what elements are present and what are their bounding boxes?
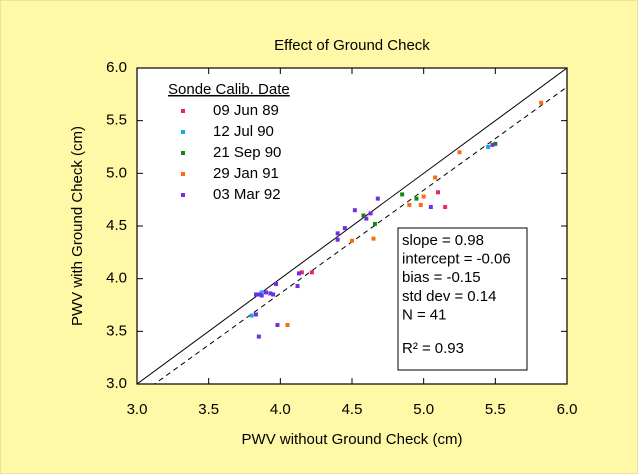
one-to-one-line xyxy=(137,68,567,384)
point xyxy=(436,190,440,195)
x-tick-label: 4.5 xyxy=(342,401,363,418)
stat-label: bias = xyxy=(402,269,443,286)
point xyxy=(285,323,290,328)
point xyxy=(335,237,340,242)
point xyxy=(256,334,261,339)
point xyxy=(428,205,433,210)
point xyxy=(259,290,264,295)
point xyxy=(352,208,357,213)
point xyxy=(414,196,419,201)
stat-value: 0.14 xyxy=(467,288,496,305)
legend-marker xyxy=(181,193,185,197)
stat-label: slope = xyxy=(402,232,451,249)
point xyxy=(493,141,498,146)
y-tick-label: 5.0 xyxy=(106,164,127,181)
point xyxy=(296,271,301,276)
point xyxy=(490,142,495,147)
x-tick-label: 6.0 xyxy=(557,401,578,418)
point xyxy=(249,313,254,318)
point xyxy=(539,100,544,105)
point xyxy=(299,270,304,275)
stat-value: -0.06 xyxy=(476,251,510,268)
stats-box xyxy=(397,227,528,371)
point xyxy=(259,293,264,298)
legend-label: 29 Jan 91 xyxy=(213,165,279,182)
point xyxy=(372,221,377,226)
point xyxy=(371,236,376,241)
point xyxy=(253,312,258,317)
legend-marker xyxy=(181,151,185,155)
x-tick-label: 5.5 xyxy=(485,401,506,418)
x-tick-label: 3.0 xyxy=(127,401,148,418)
point xyxy=(342,226,347,231)
point xyxy=(407,202,412,207)
stat-value: -0.15 xyxy=(446,269,480,286)
stat-value: 0.93 xyxy=(435,340,464,357)
point xyxy=(421,194,426,199)
x-axis-label: PWV without Ground Check (cm) xyxy=(242,431,463,448)
point xyxy=(253,292,258,297)
point xyxy=(295,284,300,289)
point xyxy=(364,216,369,221)
point xyxy=(375,196,380,201)
legend-label: 12 Jul 90 xyxy=(213,123,274,140)
stat-label: N = xyxy=(402,306,426,323)
point xyxy=(361,213,366,218)
legend-label: 03 Mar 92 xyxy=(213,186,281,203)
point xyxy=(457,150,462,155)
stat-label: intercept = xyxy=(402,251,473,268)
stat-label: std dev = xyxy=(402,288,464,305)
x-tick-label: 3.5 xyxy=(198,401,219,418)
legend-label: 21 Sep 90 xyxy=(213,144,281,161)
point xyxy=(418,202,423,207)
point xyxy=(275,323,280,328)
point xyxy=(433,175,438,180)
y-tick-label: 3.5 xyxy=(106,322,127,339)
point xyxy=(350,238,354,243)
stat-value: 0.98 xyxy=(455,232,484,249)
point xyxy=(400,192,405,197)
stat-label: R² = xyxy=(402,340,431,357)
legend-title: Sonde Calib. Date xyxy=(168,81,290,98)
point xyxy=(274,281,279,286)
x-tick-label: 5.0 xyxy=(413,401,434,418)
point xyxy=(368,211,373,216)
y-tick-label: 3.0 xyxy=(106,375,127,392)
y-axis-label: PWV with Ground Check (cm) xyxy=(69,126,86,326)
point xyxy=(443,205,448,210)
point xyxy=(256,292,261,297)
point xyxy=(264,290,268,295)
y-tick-label: 4.5 xyxy=(106,217,127,234)
y-tick-label: 4.0 xyxy=(106,270,127,287)
point xyxy=(268,291,273,296)
legend-marker xyxy=(181,172,185,176)
legend-label: 09 Jun 89 xyxy=(213,102,279,119)
legend-marker xyxy=(181,109,185,113)
y-tick-label: 5.5 xyxy=(106,112,127,129)
legend-marker xyxy=(181,130,185,134)
plot-frame xyxy=(136,67,568,385)
y-tick-label: 6.0 xyxy=(106,59,127,76)
point xyxy=(335,231,340,236)
point xyxy=(309,270,314,275)
point xyxy=(486,145,491,149)
stat-value: 41 xyxy=(430,306,447,323)
point xyxy=(271,292,276,297)
x-tick-label: 4.0 xyxy=(270,401,291,418)
chart-title: Effect of Ground Check xyxy=(274,37,430,54)
